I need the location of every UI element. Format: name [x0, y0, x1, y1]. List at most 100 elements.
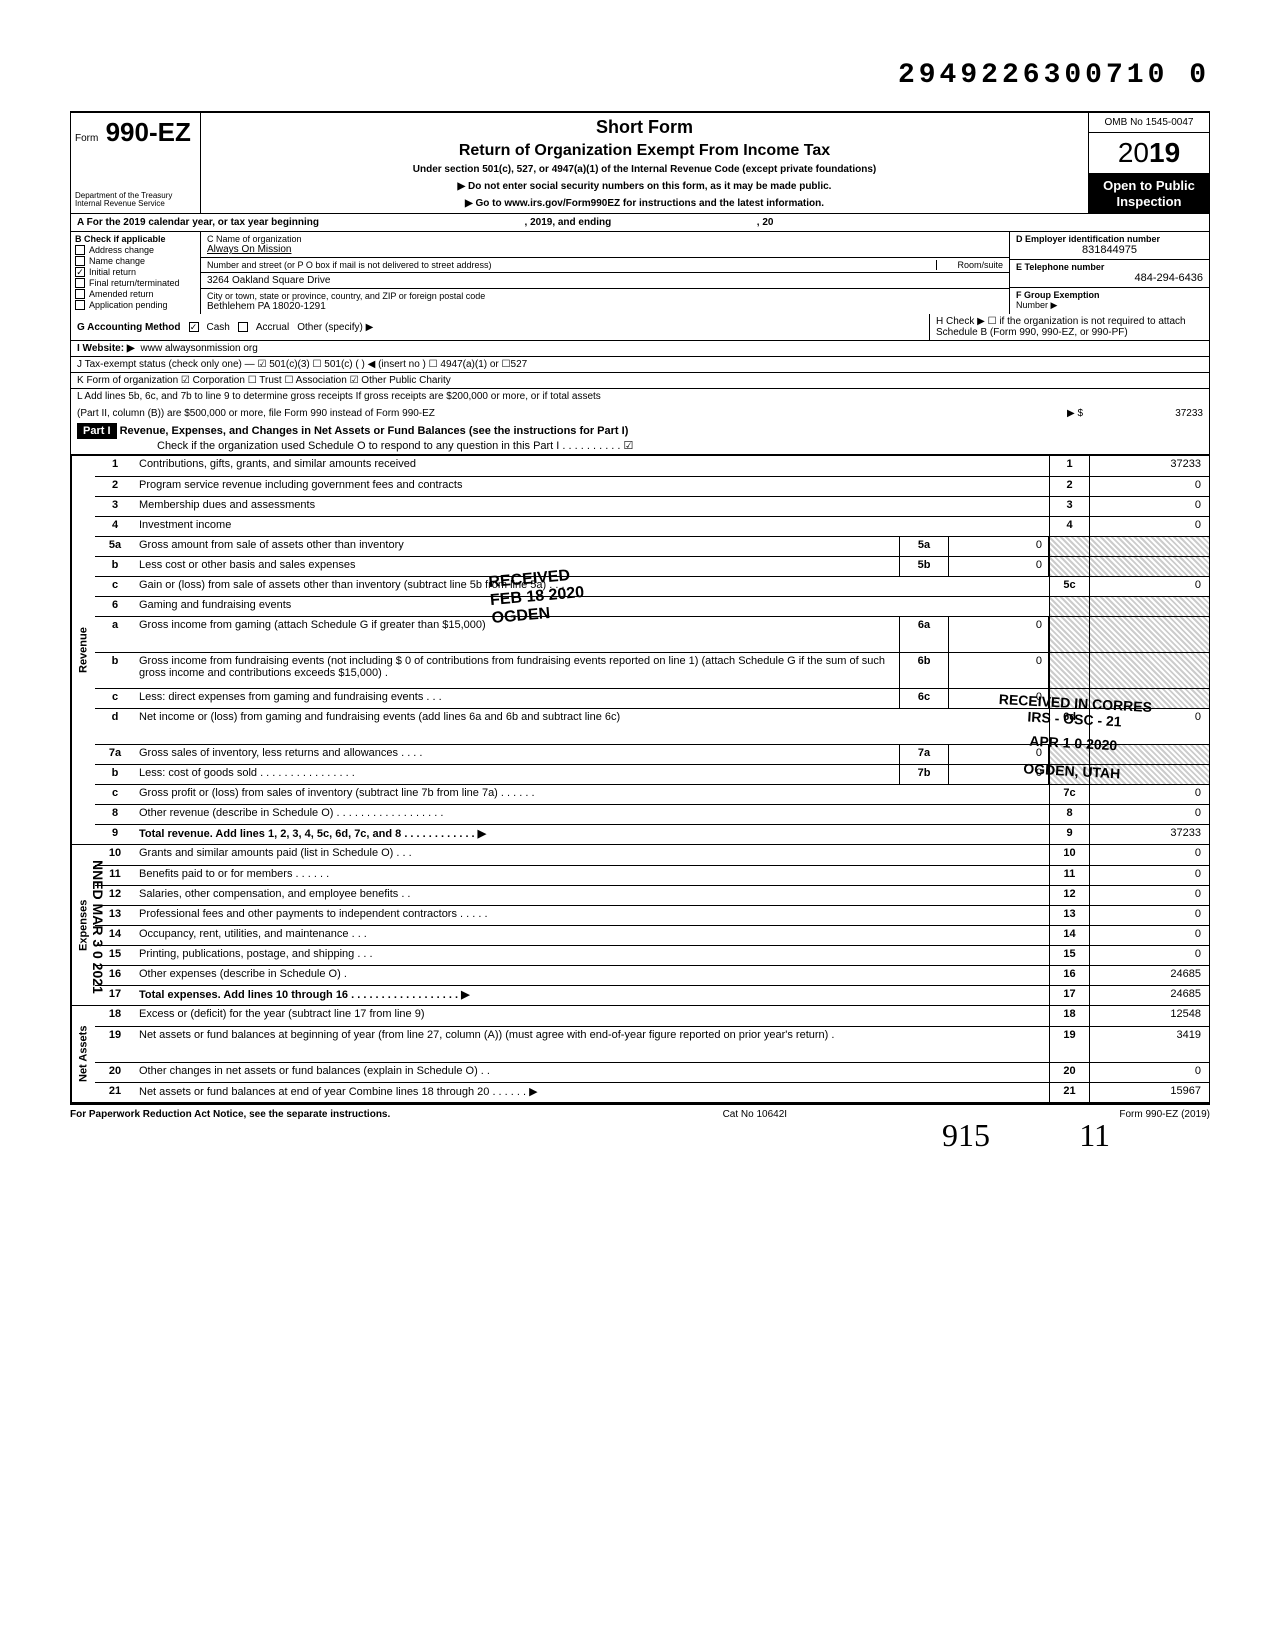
line-l-value: 37233 [1083, 408, 1203, 419]
end-line-number: 13 [1049, 906, 1089, 925]
section-b: B Check if applicable Address change Nam… [71, 232, 201, 314]
line-description: Gross amount from sale of assets other t… [135, 537, 899, 556]
short-form-label: Short Form [205, 117, 1084, 138]
table-row: 9Total revenue. Add lines 1, 2, 3, 4, 5c… [95, 824, 1209, 844]
end-line-number: 4 [1049, 517, 1089, 536]
line-number: c [95, 689, 135, 708]
line-number: 18 [95, 1006, 135, 1026]
city-value: Bethlehem PA 18020-1291 [207, 301, 326, 312]
cb-label: Initial return [89, 267, 136, 277]
revenue-side-label: Revenue [71, 456, 95, 844]
end-line-number: 18 [1049, 1006, 1089, 1026]
line-description: Net assets or fund balances at beginning… [135, 1027, 1049, 1062]
end-line-value: 3419 [1089, 1027, 1209, 1062]
end-line-number: 19 [1049, 1027, 1089, 1062]
cb-label: Name change [89, 256, 145, 266]
main-title: Return of Organization Exempt From Incom… [205, 142, 1084, 160]
table-row: 4Investment income40 [95, 516, 1209, 536]
end-line-value: 0 [1089, 477, 1209, 496]
end-line-value: 0 [1089, 805, 1209, 824]
stamp-corres-3: APR 1 0 2020 [996, 731, 1150, 755]
group-exemption-number: Number ▶ [1016, 300, 1203, 311]
cash-option: Cash [207, 322, 230, 333]
line-number: 5a [95, 537, 135, 556]
line-description: Net assets or fund balances at end of ye… [135, 1083, 1049, 1102]
end-line-value: 0 [1089, 785, 1209, 804]
part-i-label: Part I [77, 423, 117, 439]
table-row: 8Other revenue (describe in Schedule O) … [95, 804, 1209, 824]
line-number: 9 [95, 825, 135, 844]
mid-line-value: 0 [949, 557, 1049, 576]
end-line-value [1089, 617, 1209, 652]
section-f: F Group Exemption Number ▶ [1010, 288, 1209, 315]
table-row: 6Gaming and fundraising events [95, 596, 1209, 616]
group-exemption-label: F Group Exemption [1016, 290, 1100, 300]
line-number: c [95, 785, 135, 804]
end-line-value: 37233 [1089, 825, 1209, 844]
line-number: b [95, 557, 135, 576]
cb-label: Address change [89, 245, 154, 255]
line-number: 1 [95, 456, 135, 476]
end-line-number: 10 [1049, 845, 1089, 865]
line-number: 3 [95, 497, 135, 516]
checkbox-pending: Application pending [75, 300, 196, 310]
end-line-number: 12 [1049, 886, 1089, 905]
checkbox-name-change: Name change [75, 256, 196, 266]
footer-right: Form 990-EZ (2019) [1119, 1109, 1210, 1120]
cb-label: Final return/terminated [89, 278, 180, 288]
line-number: 19 [95, 1027, 135, 1062]
table-row: 15Printing, publications, postage, and s… [95, 945, 1209, 965]
line-description: Investment income [135, 517, 1049, 536]
table-row: 13Professional fees and other payments t… [95, 905, 1209, 925]
table-row: cGain or (loss) from sale of assets othe… [95, 576, 1209, 596]
line-number: 21 [95, 1083, 135, 1102]
phone-label: E Telephone number [1016, 262, 1203, 272]
row-a-label-2: , 2019, and ending [525, 217, 612, 228]
section-de: D Employer identification number 8318449… [1009, 232, 1209, 314]
section-bcdef: B Check if applicable Address change Nam… [70, 232, 1210, 314]
accounting-label: G Accounting Method [77, 322, 181, 333]
end-line-value [1089, 597, 1209, 616]
line-description: Printing, publications, postage, and shi… [135, 946, 1049, 965]
form-number-box: Form 990-EZ Department of the Treasury I… [71, 113, 201, 213]
year-prefix: 20 [1118, 137, 1149, 168]
expenses-section: Expenses 10Grants and similar amounts pa… [70, 844, 1210, 1005]
table-row: 18Excess or (deficit) for the year (subt… [95, 1006, 1209, 1026]
form-header: Form 990-EZ Department of the Treasury I… [70, 111, 1210, 214]
table-row: 2Program service revenue including gover… [95, 476, 1209, 496]
street-address: 3264 Oakland Square Drive [207, 275, 330, 286]
line-number: 6 [95, 597, 135, 616]
end-line-value: 0 [1089, 577, 1209, 596]
line-number: b [95, 653, 135, 688]
end-line-number [1049, 617, 1089, 652]
end-line-number: 17 [1049, 986, 1089, 1005]
end-line-number: 11 [1049, 866, 1089, 885]
mid-line-number: 6b [899, 653, 949, 688]
checkbox-final-return: Final return/terminated [75, 278, 196, 288]
table-row: 16Other expenses (describe in Schedule O… [95, 965, 1209, 985]
line-description: Program service revenue including govern… [135, 477, 1049, 496]
line-description: Gross income from fundraising events (no… [135, 653, 899, 688]
line-description: Other revenue (describe in Schedule O) .… [135, 805, 1049, 824]
end-line-value: 24685 [1089, 986, 1209, 1005]
end-line-value [1089, 537, 1209, 556]
line-number: d [95, 709, 135, 744]
footer-mid: Cat No 10642I [723, 1109, 788, 1120]
table-row: 3Membership dues and assessments30 [95, 496, 1209, 516]
end-line-value: 0 [1089, 866, 1209, 885]
line-description: Grants and similar amounts paid (list in… [135, 845, 1049, 865]
line-number: 20 [95, 1063, 135, 1082]
line-description: Net income or (loss) from gaming and fun… [135, 709, 1049, 744]
handwritten-1: 915 [942, 1117, 990, 1154]
end-line-value: 37233 [1089, 456, 1209, 476]
org-name: Always On Mission [207, 244, 291, 255]
name-label: C Name of organization [207, 234, 302, 244]
line-number: 7a [95, 745, 135, 764]
end-line-value: 0 [1089, 517, 1209, 536]
line-description: Total expenses. Add lines 10 through 16 … [135, 986, 1049, 1005]
website-label: I Website: ▶ [77, 343, 135, 354]
end-line-number: 8 [1049, 805, 1089, 824]
end-line-number [1049, 597, 1089, 616]
phone-value: 484-294-6436 [1016, 272, 1203, 284]
title-box: Short Form Return of Organization Exempt… [201, 113, 1089, 213]
